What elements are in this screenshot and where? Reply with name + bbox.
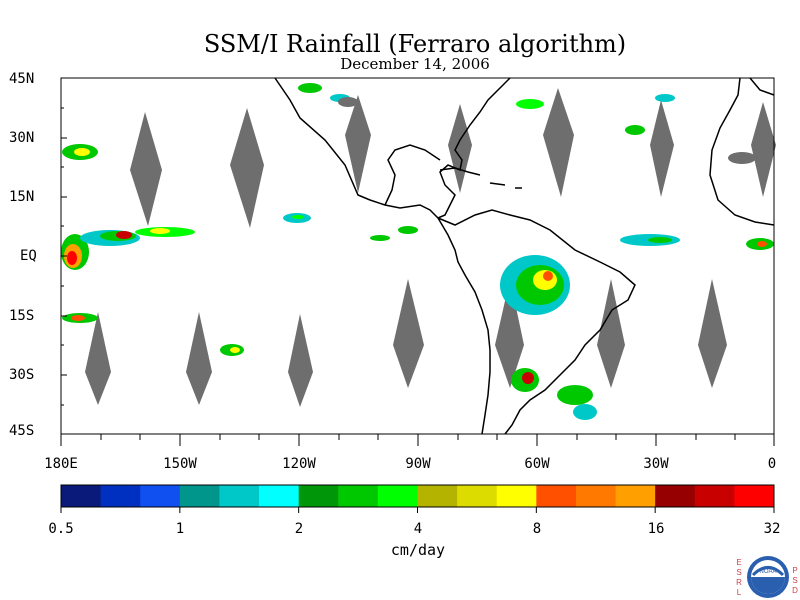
rain-patch-nw: [62, 144, 98, 160]
logo-left-letters: E S R L: [735, 558, 743, 598]
rain-patch-central-pacific: [283, 213, 418, 241]
logo-letter: D: [792, 586, 798, 595]
colorbar-swatch: [457, 485, 498, 507]
land-fill-features: [338, 97, 756, 164]
data-gap: [393, 279, 424, 388]
lon-label-90w: 90W: [405, 456, 431, 472]
rain-patch-atlantic-itcz: [620, 234, 774, 250]
colorbar-label-32: 32: [763, 521, 781, 537]
colorbar-swatch: [259, 485, 300, 507]
colorbar-swatch: [615, 485, 656, 507]
data-gap: [543, 88, 574, 197]
logo-letter: S: [736, 568, 742, 577]
colorbar: [60, 484, 775, 513]
colorbar-swatch: [734, 485, 775, 507]
rainfall-patches: [61, 83, 774, 420]
map-title: SSM/I Rainfall (Ferraro algorithm): [203, 30, 627, 58]
logo-letter: R: [736, 578, 742, 587]
colorbar-swatch: [655, 485, 696, 507]
coastline-africa: [709, 77, 775, 226]
noaa-logo: NOAA: [747, 556, 789, 598]
data-gap: [230, 108, 264, 228]
coastline-mexico-gulf: [384, 144, 441, 206]
data-gap: [85, 312, 111, 405]
data-gap: [288, 314, 313, 407]
lon-label-180e: 180E: [44, 456, 78, 472]
colorbar-label-2: 2: [294, 521, 304, 537]
data-gap: [650, 100, 674, 197]
coastline-south-america: [437, 209, 636, 435]
lon-label-120w: 120W: [282, 456, 316, 472]
lon-label-60w: 60W: [524, 456, 550, 472]
data-gap: [345, 95, 371, 193]
land-feature: [338, 97, 358, 107]
land-feature: [728, 152, 756, 164]
data-gap: [186, 312, 212, 405]
lon-label-30w: 30W: [643, 456, 669, 472]
data-gap: [495, 279, 524, 388]
data-gap: [751, 102, 776, 197]
colorbar-swatch: [496, 485, 537, 507]
land-outlines: [274, 77, 775, 435]
colorbar-swatch: [536, 485, 577, 507]
rain-patch-west-equatorial: [61, 227, 195, 270]
map-date: December 14, 2006: [340, 55, 490, 73]
logo-letter: E: [736, 558, 742, 567]
lat-label-15n: 15N: [9, 189, 35, 205]
lat-label-30s: 30S: [9, 367, 35, 383]
lat-label-30n: 30N: [9, 130, 35, 146]
coastline-south-america-west: [437, 217, 491, 435]
data-gap: [597, 279, 625, 388]
coastline-iberia: [749, 77, 775, 96]
colorbar-label-16: 16: [647, 521, 665, 537]
caribbean-islands: [439, 167, 522, 189]
colorbar-swatch: [338, 485, 379, 507]
latitude-ticks: [61, 77, 67, 435]
data-gap: [448, 104, 472, 193]
colorbar-label-1: 1: [175, 521, 185, 537]
colorbar-swatch: [100, 485, 141, 507]
logo-letter: S: [792, 576, 798, 585]
lat-label-eq: EQ: [20, 248, 37, 264]
rain-patch-north-atlantic: [298, 83, 675, 135]
lat-label-45n: 45N: [9, 71, 35, 87]
logo-text: NOAA: [759, 569, 776, 575]
data-gap: [130, 112, 162, 226]
logo-letter: P: [792, 566, 798, 575]
longitude-ticks: [60, 434, 775, 446]
lat-label-15s: 15S: [9, 308, 35, 324]
coastline-north-america: [274, 77, 511, 219]
logo-right-letters: P S D: [791, 566, 799, 596]
colorbar-units: cm/day: [390, 541, 446, 559]
colorbar-swatch: [179, 485, 220, 507]
colorbar-swatch: [140, 485, 181, 507]
rain-patch-south-america: [500, 255, 597, 420]
colorbar-swatch: [575, 485, 617, 507]
lon-label-0: 0: [767, 456, 777, 472]
colorbar-label-4: 4: [413, 521, 423, 537]
logo-letter: L: [736, 588, 742, 597]
colorbar-swatch: [219, 485, 260, 507]
rain-patch-south-pacific: [62, 313, 244, 356]
colorbar-label-0-5: 0.5: [48, 521, 74, 537]
colorbar-swatch: [377, 485, 418, 507]
colorbar-swatch: [694, 485, 735, 507]
colorbar-label-8: 8: [532, 521, 542, 537]
colorbar-swatch: [298, 485, 339, 507]
colorbar-swatch: [417, 485, 458, 507]
data-gap: [698, 279, 727, 388]
colorbar-swatch: [61, 485, 102, 507]
data-gap-swaths: [85, 88, 776, 407]
lat-label-45s: 45S: [9, 423, 35, 439]
lon-label-150w: 150W: [163, 456, 197, 472]
